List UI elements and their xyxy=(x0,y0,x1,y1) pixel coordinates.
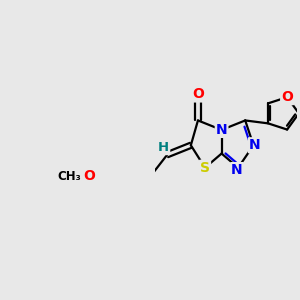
Text: O: O xyxy=(84,169,96,183)
Text: S: S xyxy=(200,161,210,175)
Text: H: H xyxy=(158,141,169,154)
Text: CH₃: CH₃ xyxy=(58,169,81,182)
Text: O: O xyxy=(192,88,204,101)
Text: N: N xyxy=(216,123,227,137)
Text: O: O xyxy=(281,90,293,104)
Text: N: N xyxy=(249,138,260,152)
Text: N: N xyxy=(231,163,243,177)
